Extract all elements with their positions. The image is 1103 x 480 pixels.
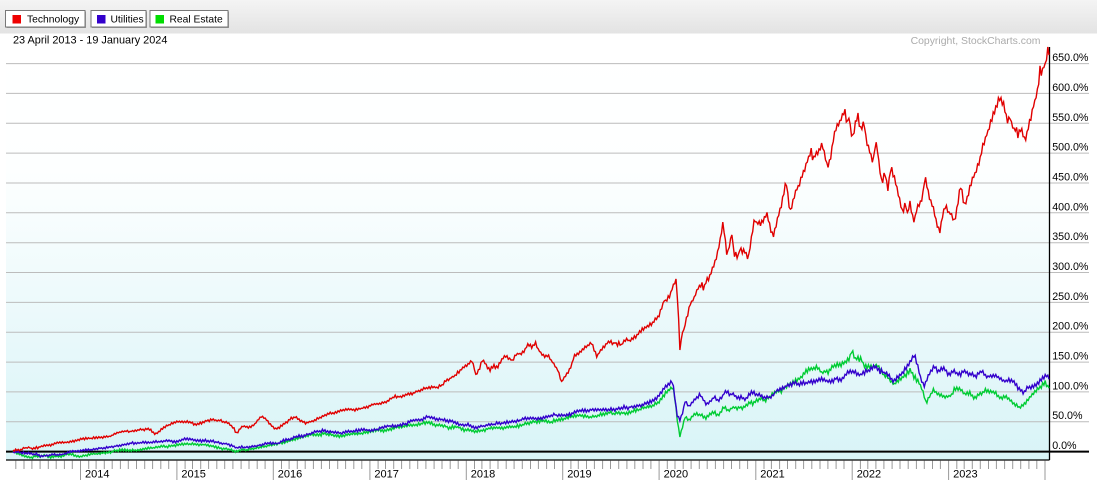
- svg-text:2014: 2014: [85, 468, 109, 480]
- svg-text:600.0%: 600.0%: [1052, 82, 1089, 94]
- svg-text:50.0%: 50.0%: [1052, 410, 1083, 422]
- svg-text:300.0%: 300.0%: [1052, 261, 1089, 273]
- svg-text:0.0%: 0.0%: [1052, 440, 1077, 452]
- svg-text:650.0%: 650.0%: [1052, 52, 1089, 64]
- svg-text:2019: 2019: [567, 468, 591, 480]
- svg-text:500.0%: 500.0%: [1052, 142, 1089, 154]
- svg-text:Copyright, StockCharts.com: Copyright, StockCharts.com: [911, 36, 1041, 47]
- svg-text:2016: 2016: [278, 468, 302, 480]
- svg-text:2015: 2015: [181, 468, 205, 480]
- svg-text:450.0%: 450.0%: [1052, 172, 1089, 184]
- svg-text:250.0%: 250.0%: [1052, 291, 1089, 303]
- svg-text:350.0%: 350.0%: [1052, 231, 1089, 243]
- svg-text:23 April 2013 - 19 January 202: 23 April 2013 - 19 January 2024: [13, 35, 167, 47]
- svg-text:2021: 2021: [760, 468, 784, 480]
- svg-text:Utilities: Utilities: [111, 15, 144, 26]
- svg-text:2018: 2018: [471, 468, 495, 480]
- svg-text:2017: 2017: [374, 468, 398, 480]
- svg-text:2020: 2020: [664, 468, 688, 480]
- svg-text:400.0%: 400.0%: [1052, 201, 1089, 213]
- svg-text:550.0%: 550.0%: [1052, 112, 1089, 124]
- svg-text:2022: 2022: [857, 468, 881, 480]
- svg-text:Real Estate: Real Estate: [170, 15, 224, 26]
- svg-text:200.0%: 200.0%: [1052, 321, 1089, 333]
- svg-text:100.0%: 100.0%: [1052, 380, 1089, 392]
- svg-text:Technology: Technology: [27, 15, 80, 26]
- svg-text:150.0%: 150.0%: [1052, 351, 1089, 363]
- svg-text:2023: 2023: [953, 468, 977, 480]
